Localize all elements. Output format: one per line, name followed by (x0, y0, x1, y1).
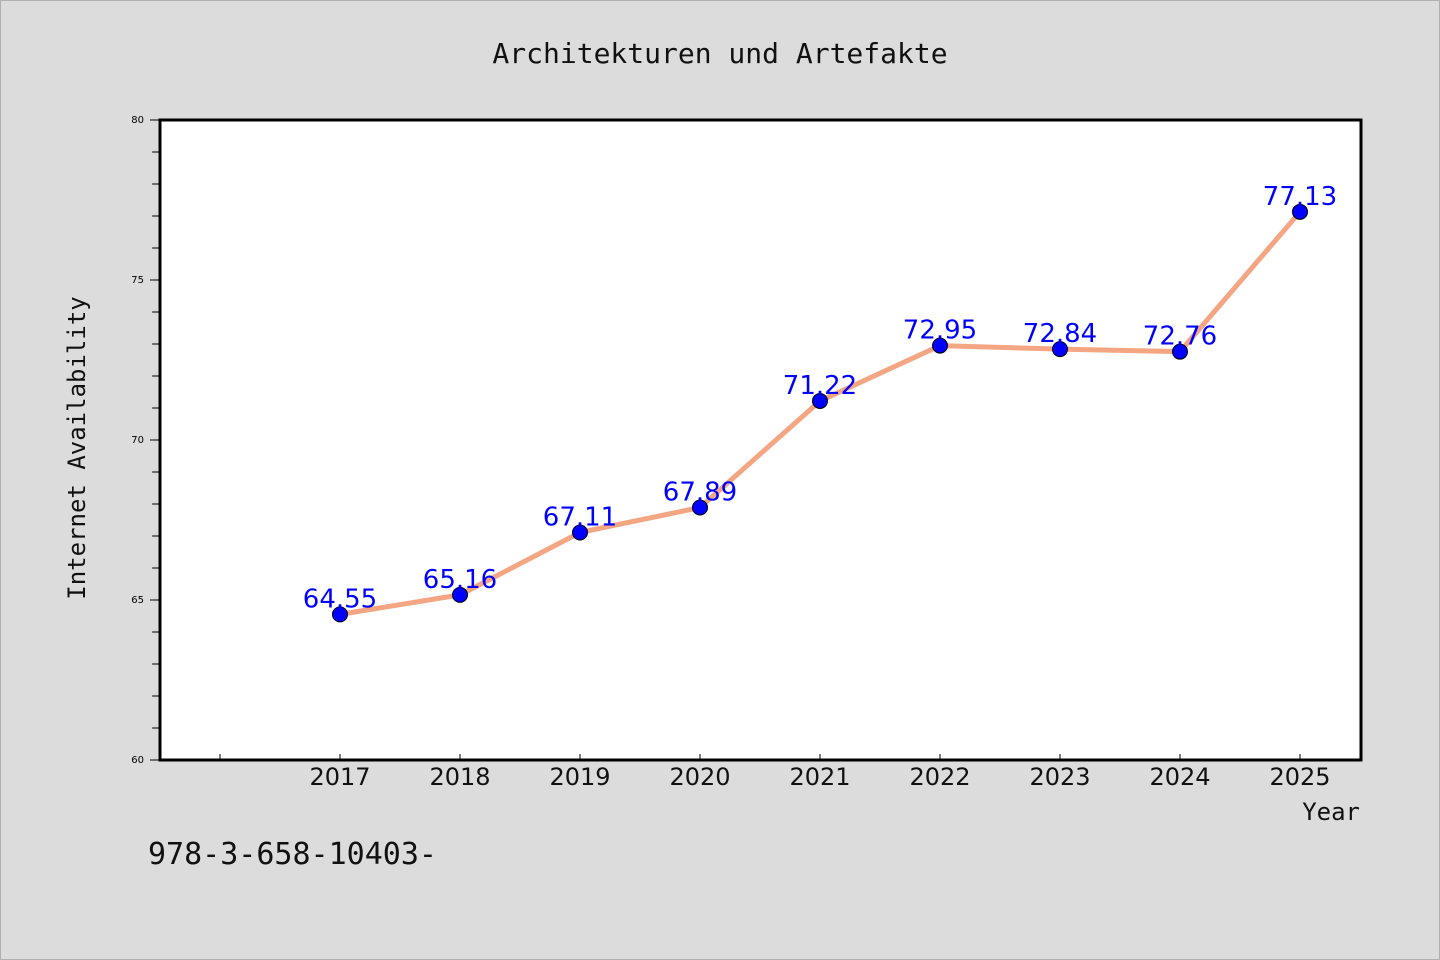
data-point-marker (1172, 343, 1188, 360)
footer-isbn-text: 978-3-658-10403- (148, 837, 437, 872)
data-label: 65.16 (423, 565, 497, 595)
data-point-marker (932, 337, 948, 354)
x-tick-label: 2024 (1149, 763, 1210, 791)
y-tick-label: 75 (131, 275, 144, 286)
data-label: 72.76 (1143, 322, 1217, 352)
data-point-marker (332, 606, 348, 623)
data-label: 67.11 (543, 502, 617, 532)
y-tick-label: 60 (131, 755, 144, 766)
x-tick-label: 2022 (909, 763, 970, 791)
y-tick-label: 80 (131, 115, 144, 126)
y-axis: 60 65 70 75 80 (131, 115, 160, 766)
x-tick-label: 2023 (1029, 763, 1090, 791)
x-tick-label: 2017 (309, 763, 370, 791)
x-axis: 2017 2018 2019 2020 2021 2022 2023 2024 2025 (219, 754, 1331, 791)
series-line-group: 64.55 65.16 67.11 67.89 71.22 72.95 72.84 72.76… (303, 182, 1337, 623)
data-label: 72.95 (903, 316, 977, 346)
data-label: 64.55 (303, 584, 377, 614)
data-point-marker (692, 499, 708, 516)
x-tick-label: 2020 (669, 763, 730, 791)
y-tick-label: 70 (131, 435, 144, 446)
data-label: 71.22 (783, 371, 857, 401)
chart-title: Architekturen und Artefakte (492, 37, 947, 70)
plot-area (158, 118, 1363, 762)
x-tick-label: 2025 (1269, 763, 1330, 791)
x-axis-label: Year (1302, 798, 1360, 826)
data-label: 67.89 (663, 478, 737, 508)
data-point-marker (452, 586, 468, 603)
y-axis-label: Internet Availability (63, 296, 91, 599)
data-label: 77.13 (1263, 182, 1337, 212)
data-label: 72.84 (1023, 319, 1097, 349)
data-point-marker (812, 392, 828, 409)
x-tick-label: 2018 (429, 763, 490, 791)
data-point-marker (1052, 341, 1068, 358)
x-tick-label: 2021 (789, 763, 850, 791)
data-point-marker (1292, 203, 1308, 220)
y-tick-label: 65 (131, 595, 144, 606)
data-point-marker (572, 524, 588, 541)
x-tick-label: 2019 (549, 763, 610, 791)
